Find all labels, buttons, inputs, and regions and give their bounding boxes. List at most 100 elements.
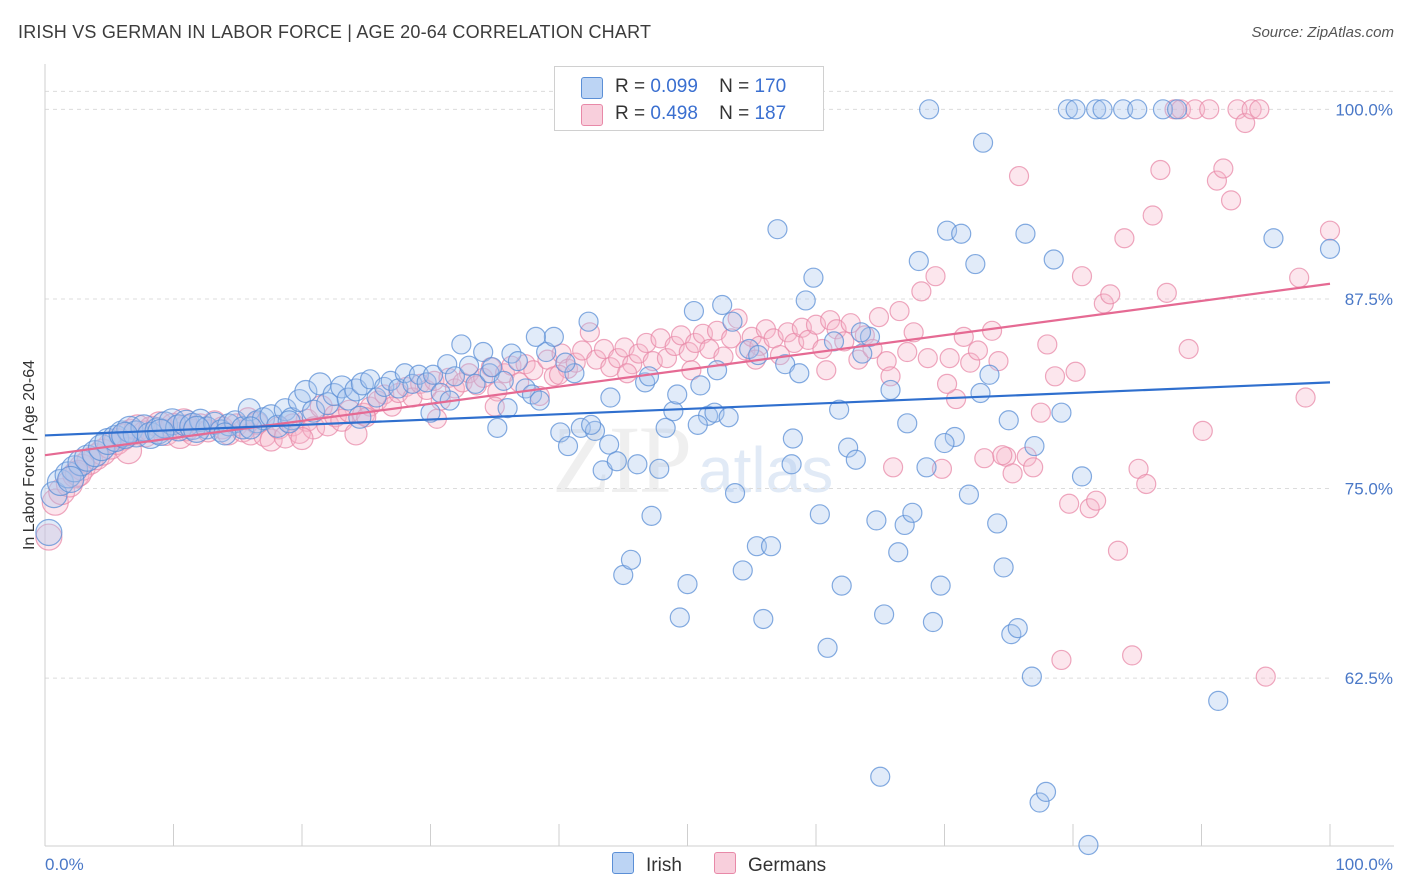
germans-point <box>1142 205 1163 226</box>
irish-point <box>922 611 944 633</box>
irish-point <box>1152 99 1174 120</box>
irish-point <box>1078 834 1099 856</box>
germans-point <box>876 351 897 372</box>
germans-n-label: N = <box>719 103 750 124</box>
irish-point <box>817 637 838 658</box>
irish-point <box>944 426 965 448</box>
irish-point <box>444 366 466 387</box>
germans-point <box>1150 159 1171 181</box>
irish-point <box>852 343 873 364</box>
germans-point <box>903 322 924 343</box>
irish-point <box>600 387 621 408</box>
irish-point <box>46 468 75 497</box>
irish-point <box>667 384 688 405</box>
irish-point <box>1001 624 1022 645</box>
irish-point <box>451 334 472 355</box>
germans-point <box>917 347 938 369</box>
irish-point <box>918 99 940 120</box>
irish-point <box>722 311 743 332</box>
irish-point <box>781 454 802 475</box>
irish-point <box>993 557 1014 578</box>
irish-point <box>1166 99 1188 120</box>
irish-point <box>850 322 872 343</box>
legend-item-germans[interactable]: Germans <box>714 852 826 877</box>
irish-point <box>620 549 642 570</box>
irish-point <box>1015 223 1036 244</box>
irish-point <box>336 387 360 411</box>
germans-point <box>548 364 570 385</box>
irish-point <box>634 372 656 393</box>
irish-point <box>987 513 1008 534</box>
germans-n-value: 187 <box>754 103 787 124</box>
axes <box>44 64 1394 847</box>
irish-point <box>902 502 923 523</box>
germans-point <box>1037 334 1058 355</box>
irish-point <box>458 355 480 376</box>
irish-point <box>529 390 550 411</box>
irish-point <box>627 454 648 475</box>
germans-point <box>1136 473 1157 495</box>
irish-point <box>473 341 494 363</box>
irish-n-value: 170 <box>754 76 787 97</box>
irish-swatch <box>581 77 603 99</box>
irish-point <box>916 457 937 478</box>
irish-point <box>1057 99 1078 120</box>
irish-point <box>487 417 508 438</box>
germans-point <box>523 360 544 381</box>
watermark-zip: ZIP <box>552 406 692 513</box>
irish-legend-swatch <box>612 852 634 874</box>
irish-point <box>782 428 803 449</box>
irish-point <box>972 132 994 153</box>
germans-point <box>1213 158 1234 179</box>
irish-point <box>465 373 486 394</box>
irish-trend-line <box>44 381 1331 437</box>
germans-point <box>259 428 283 452</box>
germans-point <box>889 300 910 322</box>
irish-point <box>578 311 599 332</box>
irish-point <box>874 604 895 625</box>
irish-point <box>1007 617 1028 639</box>
germans-point <box>572 340 593 361</box>
irish-point <box>1029 792 1050 813</box>
germans-point <box>290 426 314 451</box>
germans-point <box>939 347 960 369</box>
irish-point <box>1065 99 1086 120</box>
germans-point <box>974 448 995 469</box>
irish-point <box>515 378 536 399</box>
y-tick-label: 100.0% <box>1335 100 1393 119</box>
irish-point <box>795 290 816 311</box>
germans-point <box>721 328 742 349</box>
irish-point <box>803 267 824 288</box>
germans-point <box>1178 338 1199 360</box>
germans-r-value: 0.498 <box>650 103 698 124</box>
germans-point <box>1156 282 1177 303</box>
germans-point <box>1016 446 1037 467</box>
germans-point <box>1255 666 1276 687</box>
irish-point <box>35 518 63 547</box>
germans-point <box>931 458 953 479</box>
germans-point <box>953 326 974 347</box>
legend-item-irish[interactable]: Irish <box>612 852 682 877</box>
irish-point <box>1021 666 1042 687</box>
germans-point <box>1184 99 1206 120</box>
germans-point <box>565 352 586 373</box>
irish-point <box>348 405 372 429</box>
irish-r-label: R = <box>615 76 646 97</box>
irish-point <box>838 437 859 458</box>
irish-point <box>979 364 1000 385</box>
irish-point <box>789 363 810 384</box>
irish-point <box>930 575 951 596</box>
irish-point <box>493 370 514 391</box>
irish-point <box>330 375 354 399</box>
irish-point <box>237 398 261 422</box>
irish-point <box>687 414 708 435</box>
irish-point <box>301 399 326 423</box>
germans-swatch <box>581 104 603 126</box>
irish-point <box>753 608 774 630</box>
irish-point <box>649 458 670 479</box>
germans-point <box>1206 170 1228 191</box>
irish-point <box>1043 249 1064 270</box>
germans-point <box>868 307 890 328</box>
irish-point <box>581 414 602 435</box>
irish-point <box>831 575 852 596</box>
